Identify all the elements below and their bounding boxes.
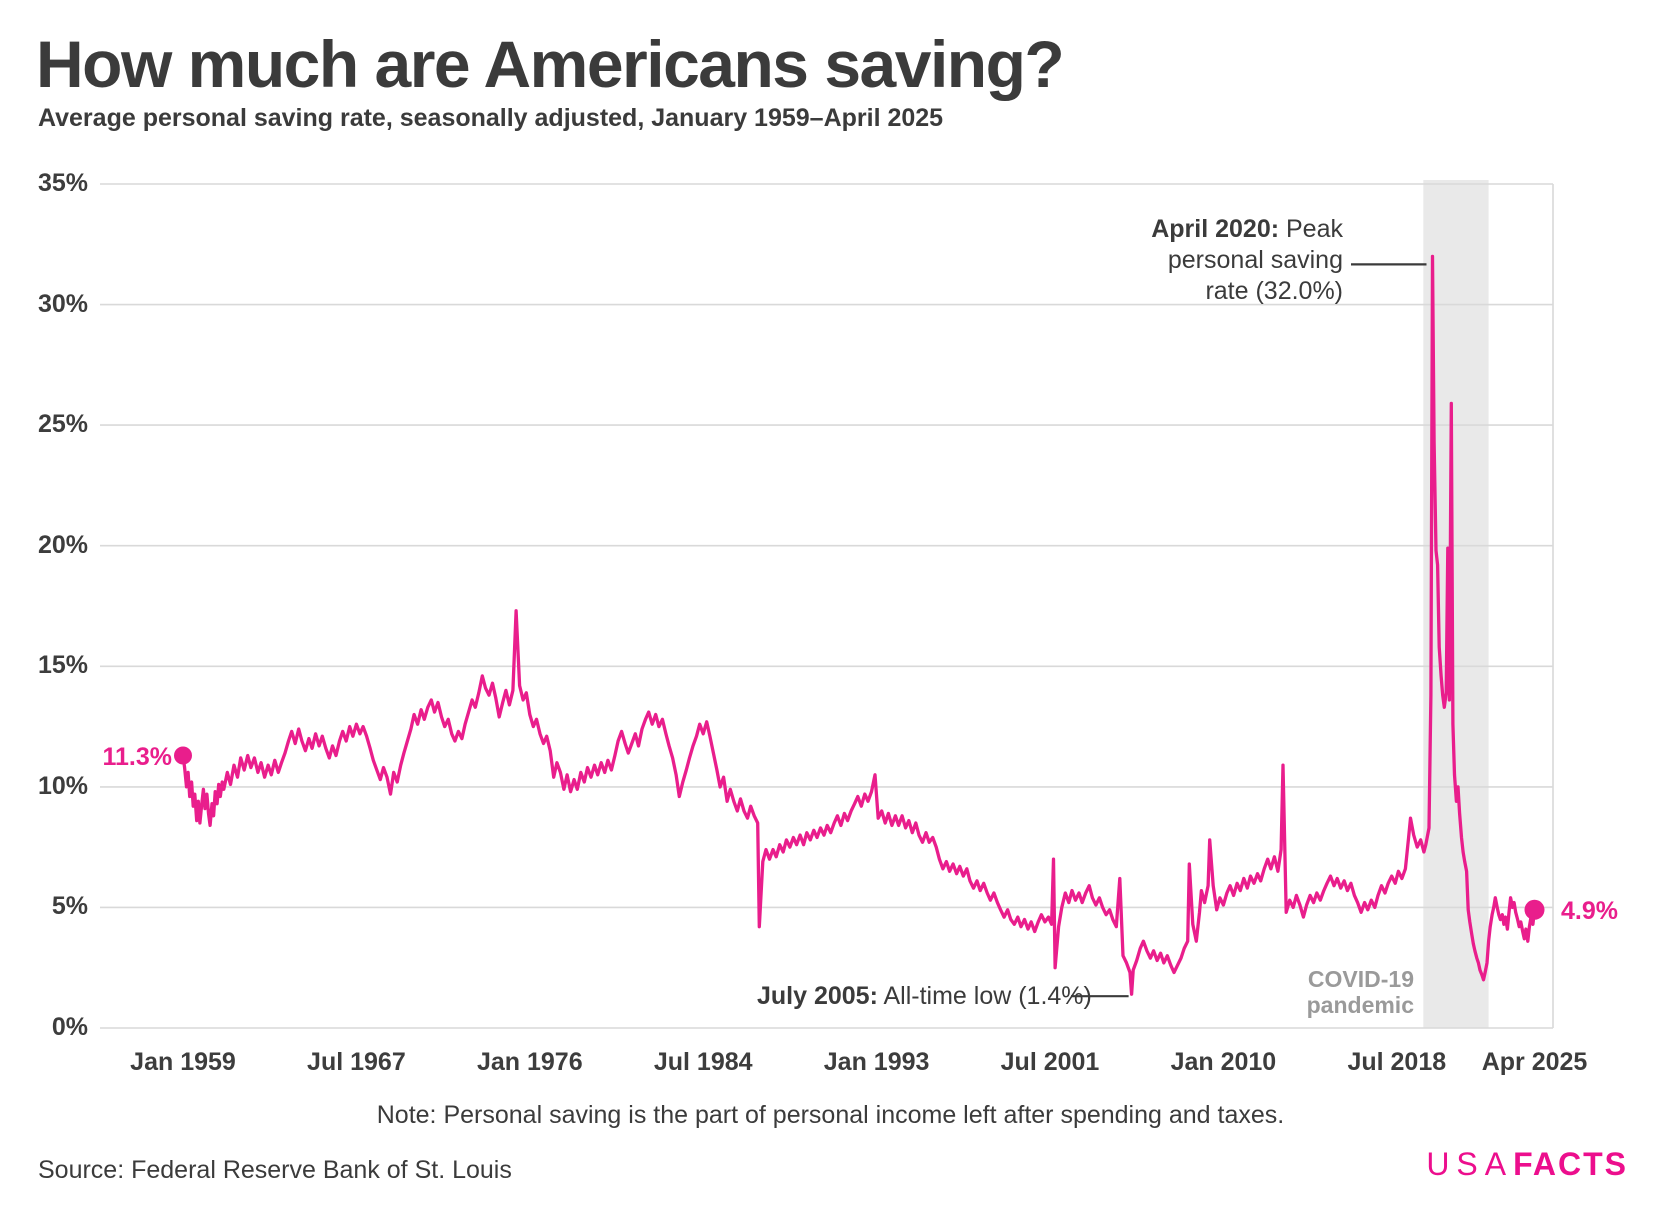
y-axis-tick-label: 30%	[37, 289, 88, 318]
x-axis-tick-label: Jul 1967	[307, 1048, 406, 1076]
x-axis-tick-label: Jul 2001	[1000, 1048, 1100, 1076]
y-axis-tick-label: 35%	[37, 169, 88, 197]
end-value-label: 4.9%	[1561, 897, 1618, 925]
footnote: Note: Personal saving is the part of per…	[376, 1101, 1285, 1129]
start-point-dot	[174, 746, 192, 765]
saving-rate-line	[181, 254, 1537, 996]
x-axis-tick-label: Jul 2018	[1347, 1048, 1447, 1076]
annotation-low: July 2005: All-time low (1.4%)	[757, 982, 1092, 1010]
annotation-peak-line3: rate (32.0%)	[1205, 277, 1343, 305]
x-axis-tick-label: Jan 2010	[1170, 1048, 1277, 1076]
y-axis-tick-label: 20%	[37, 530, 88, 559]
covid-band-label: COVID-19 pandemic	[1306, 966, 1414, 1018]
page-subtitle: Average personal saving rate, seasonally…	[38, 104, 944, 132]
y-axis-tick-label: 0%	[51, 1013, 88, 1041]
y-axis-tick-label: 25%	[37, 410, 88, 439]
page-title: How much are Americans saving?	[36, 27, 1065, 101]
y-axis-tick-label: 15%	[37, 651, 88, 680]
y-axis-tick-label: 5%	[51, 892, 88, 921]
annotation-peak-line1: April 2020: Peak	[1151, 215, 1343, 243]
annotation-peak-line2: personal saving	[1167, 246, 1343, 274]
x-axis-tick-label: Apr 2025	[1481, 1048, 1588, 1076]
x-axis-tick-label: Jan 1993	[823, 1048, 930, 1076]
source-credit: Source: Federal Reserve Bank of St. Loui…	[38, 1156, 512, 1184]
annotation-peak: April 2020: Peak personal saving rate (3…	[1151, 214, 1343, 307]
start-value-label: 11.3%	[102, 743, 172, 771]
usafacts-logo: USAFACTS	[1426, 1146, 1628, 1182]
x-axis-tick-label: Jul 1984	[653, 1048, 753, 1076]
end-point-dot	[1524, 899, 1545, 920]
y-axis-tick-label: 10%	[37, 771, 88, 800]
x-axis-tick-label: Jan 1959	[130, 1048, 236, 1076]
x-axis-tick-label: Jan 1976	[476, 1048, 583, 1076]
